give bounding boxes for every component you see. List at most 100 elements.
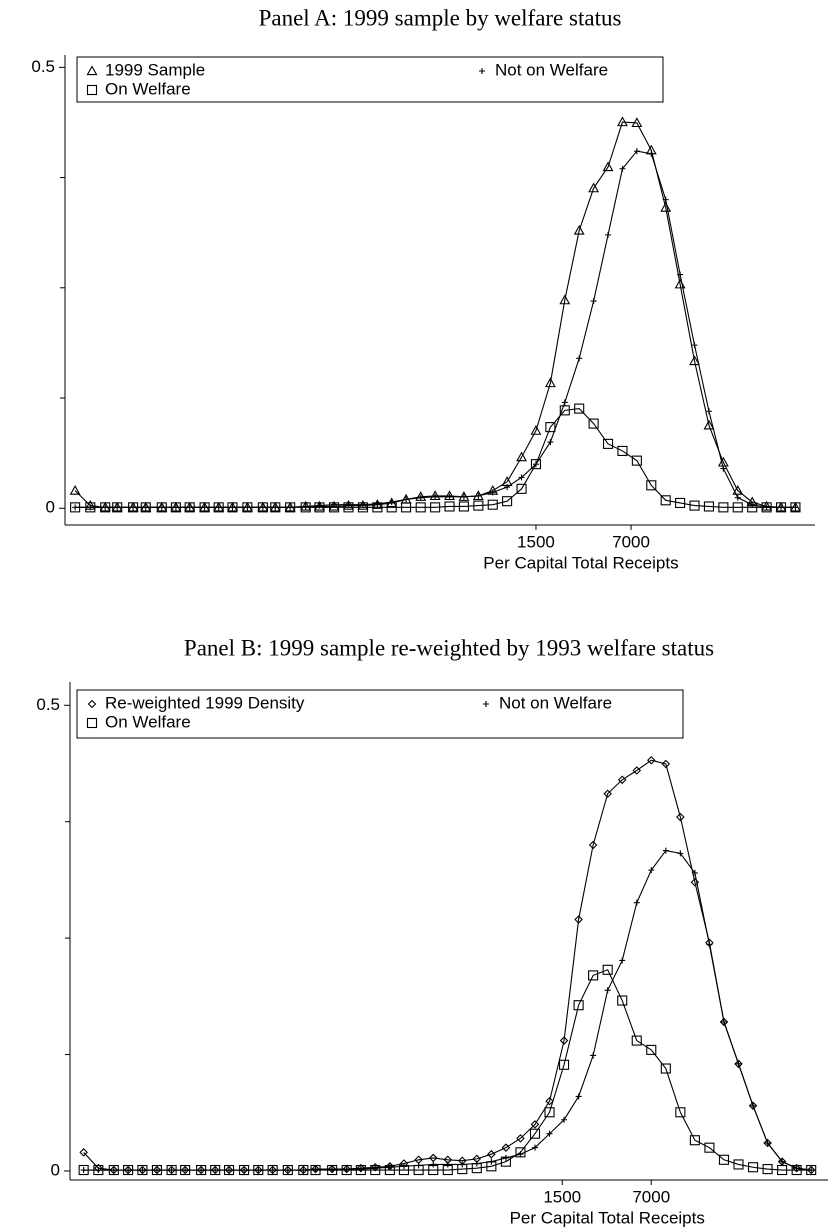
- legend-label: Re-weighted 1999 Density: [105, 693, 305, 712]
- marker: [775, 502, 787, 513]
- marker: [432, 493, 439, 500]
- marker: [239, 1165, 249, 1175]
- marker: [158, 504, 165, 511]
- marker: [777, 1164, 788, 1176]
- marker: [703, 501, 714, 512]
- marker: [156, 502, 167, 513]
- marker: [428, 1153, 438, 1163]
- marker: [792, 1163, 801, 1173]
- marker: [471, 1163, 482, 1174]
- marker: [502, 1154, 509, 1161]
- marker: [300, 1167, 307, 1174]
- y-tick-label: 0.5: [36, 695, 60, 714]
- legend-box: [76, 689, 684, 739]
- marker: [806, 1164, 817, 1176]
- marker: [180, 1165, 190, 1175]
- marker: [267, 1164, 278, 1176]
- marker: [458, 501, 469, 512]
- marker: [661, 759, 671, 769]
- marker: [545, 422, 556, 433]
- marker: [327, 1164, 337, 1174]
- marker: [617, 775, 627, 785]
- series-line: [83, 849, 812, 1171]
- marker: [198, 1167, 205, 1174]
- marker: [428, 1164, 439, 1176]
- marker: [793, 1165, 800, 1172]
- marker: [182, 1167, 189, 1174]
- marker: [329, 502, 340, 513]
- marker: [504, 484, 511, 491]
- marker: [590, 298, 597, 305]
- legend-marker: [86, 84, 98, 96]
- marker: [530, 459, 542, 470]
- marker: [675, 497, 686, 509]
- marker: [372, 1165, 379, 1172]
- marker: [619, 957, 626, 964]
- marker: [808, 1167, 815, 1174]
- marker: [415, 502, 426, 513]
- marker: [112, 502, 123, 513]
- marker: [213, 502, 224, 513]
- marker: [172, 504, 179, 511]
- marker: [691, 342, 698, 349]
- marker: [259, 504, 266, 511]
- legend-box: [76, 56, 664, 103]
- marker: [138, 1165, 147, 1175]
- marker: [646, 1044, 657, 1055]
- marker: [719, 1017, 729, 1027]
- marker: [226, 1167, 233, 1174]
- marker: [140, 502, 151, 513]
- marker: [166, 1164, 177, 1176]
- legend-marker: [479, 68, 485, 74]
- marker: [778, 504, 785, 511]
- marker: [662, 847, 669, 854]
- marker: [690, 877, 700, 887]
- legend-label: On Welfare: [105, 79, 191, 98]
- marker: [559, 294, 571, 305]
- marker: [502, 496, 513, 507]
- marker: [284, 1167, 291, 1174]
- marker: [457, 1164, 468, 1175]
- marker: [733, 1159, 744, 1170]
- marker: [720, 1018, 727, 1025]
- marker: [473, 500, 484, 511]
- x-tick-label: 7000: [632, 1187, 670, 1206]
- marker: [588, 970, 599, 981]
- marker: [500, 1156, 511, 1167]
- marker: [388, 499, 395, 506]
- marker: [400, 1163, 407, 1170]
- marker: [631, 117, 643, 128]
- marker: [763, 504, 770, 511]
- marker: [341, 1164, 352, 1176]
- marker: [153, 1167, 160, 1174]
- marker: [312, 1166, 319, 1173]
- marker: [398, 1164, 410, 1176]
- series-line: [83, 759, 812, 1171]
- marker: [403, 496, 410, 503]
- marker: [109, 1165, 119, 1175]
- marker: [617, 445, 628, 456]
- marker: [201, 504, 208, 511]
- marker: [298, 1164, 309, 1176]
- marker: [602, 161, 614, 172]
- marker: [442, 1164, 453, 1176]
- marker: [357, 1166, 364, 1173]
- marker: [487, 1149, 496, 1159]
- marker: [255, 1167, 262, 1174]
- marker: [93, 1164, 104, 1176]
- marker: [676, 812, 685, 822]
- legend-marker: [86, 717, 98, 729]
- marker: [518, 474, 525, 481]
- marker: [253, 1164, 264, 1176]
- marker: [559, 405, 570, 416]
- marker: [196, 1165, 206, 1175]
- marker: [489, 489, 496, 496]
- marker: [487, 499, 498, 510]
- marker: [199, 502, 210, 513]
- series-line: [75, 150, 796, 508]
- marker: [310, 1164, 321, 1176]
- marker: [704, 1142, 715, 1153]
- marker: [210, 1164, 221, 1176]
- marker: [689, 1135, 700, 1146]
- marker: [114, 504, 121, 511]
